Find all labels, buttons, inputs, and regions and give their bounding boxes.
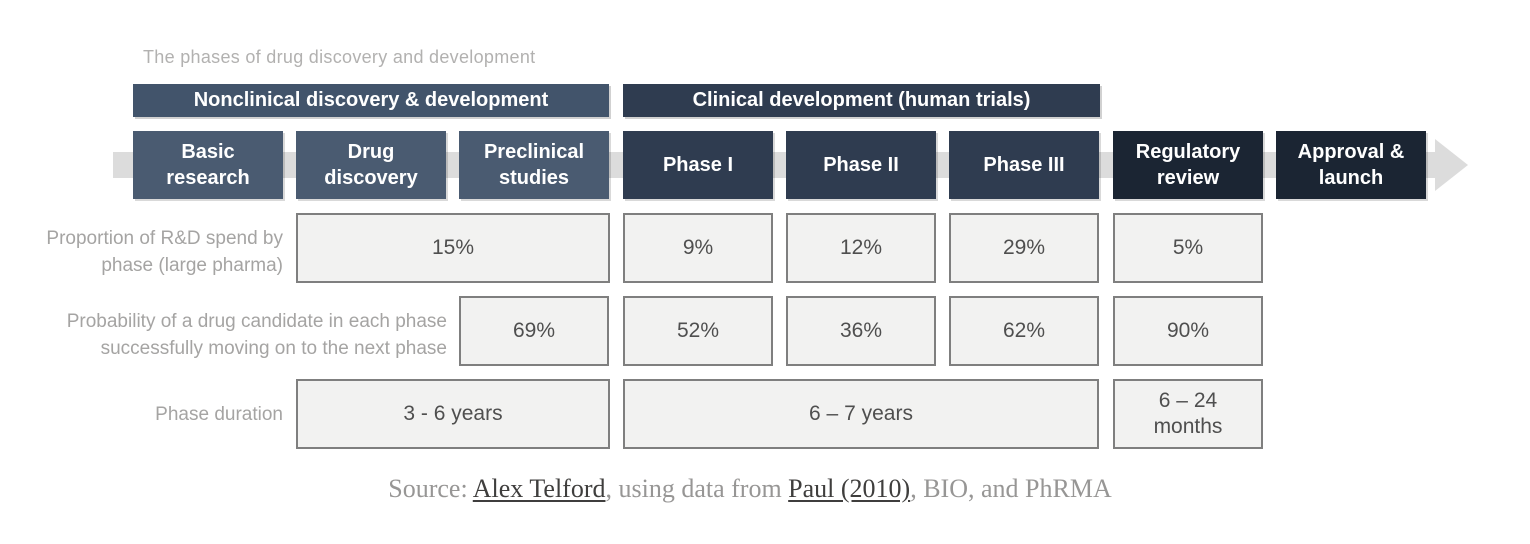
value-box-probability: 69% xyxy=(459,296,609,366)
value-box-rd-spend: 9% xyxy=(623,213,773,283)
phase-2: Phase II xyxy=(786,131,936,199)
phase-drug-discovery: Drug discovery xyxy=(296,131,446,199)
source-prefix: Source: xyxy=(388,474,473,503)
value-box-rd-spend: 12% xyxy=(786,213,936,283)
source-attribution: Source: Alex Telford, using data from Pa… xyxy=(0,474,1500,504)
value-box-probability: 36% xyxy=(786,296,936,366)
value-box-probability: 62% xyxy=(949,296,1099,366)
timeline-arrow-head-icon xyxy=(1435,139,1468,191)
row-label-success-probability: Probability of a drug candidate in each … xyxy=(66,311,447,359)
row-label-phase-duration: Phase duration xyxy=(155,404,283,425)
phase-1: Phase I xyxy=(623,131,773,199)
page-title: The phases of drug discovery and develop… xyxy=(143,47,536,67)
group-header-nonclinical: Nonclinical discovery & development xyxy=(133,84,609,117)
value-box-rd-spend: 5% xyxy=(1113,213,1263,283)
source-suffix: , BIO, and PhRMA xyxy=(910,474,1112,503)
group-header-clinical: Clinical development (human trials) xyxy=(623,84,1100,117)
value-box-rd-spend: 29% xyxy=(949,213,1099,283)
author-link[interactable]: Alex Telford xyxy=(472,474,606,503)
value-box-duration: 6 – 7 years xyxy=(623,379,1099,449)
value-box-duration: 6 – 24 months xyxy=(1113,379,1263,449)
phase-3: Phase III xyxy=(949,131,1099,199)
paper-link[interactable]: Paul (2010) xyxy=(788,474,911,503)
phase-basic-research: Basic research xyxy=(133,131,283,199)
phase-regulatory-review: Regulatory review xyxy=(1113,131,1263,199)
value-box-probability: 90% xyxy=(1113,296,1263,366)
phase-approval-launch: Approval & launch xyxy=(1276,131,1426,199)
source-middle: , using data from xyxy=(605,474,789,503)
value-box-rd-spend: 15% xyxy=(296,213,610,283)
value-box-duration: 3 - 6 years xyxy=(296,379,610,449)
value-box-probability: 52% xyxy=(623,296,773,366)
row-label-rd-spend: Proportion of R&D spend by phase (large … xyxy=(46,228,283,276)
phase-preclinical-studies: Preclinical studies xyxy=(459,131,609,199)
